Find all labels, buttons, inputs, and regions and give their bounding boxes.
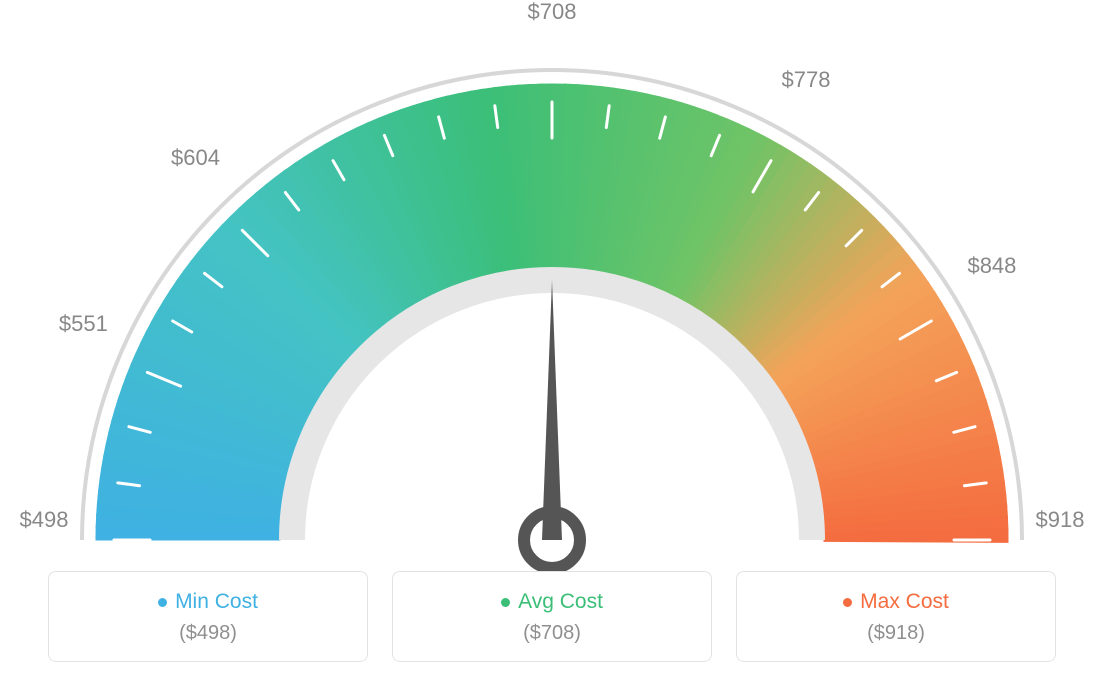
gauge-svg — [0, 20, 1104, 580]
tick-label: $778 — [782, 67, 831, 93]
legend-value-max: ($918) — [737, 622, 1055, 645]
tick-label: $918 — [1036, 507, 1085, 533]
dot-icon-min — [158, 598, 167, 607]
tick-label: $848 — [967, 253, 1016, 279]
legend-title-min: Min Cost — [158, 590, 258, 614]
legend-title-max: Max Cost — [843, 590, 949, 614]
legend-title-avg: Avg Cost — [501, 590, 603, 614]
legend-label-min: Min Cost — [175, 590, 258, 614]
tick-label: $551 — [59, 311, 108, 337]
legend-value-min: ($498) — [49, 622, 367, 645]
tick-label: $498 — [20, 507, 69, 533]
gauge-container: $498 $551 $604 $708 $778 $848 $918 — [0, 0, 1104, 560]
legend-card-max: Max Cost ($918) — [736, 571, 1056, 662]
dot-icon-avg — [501, 598, 510, 607]
tick-label: $708 — [528, 0, 577, 25]
legend-card-min: Min Cost ($498) — [48, 571, 368, 662]
legend-label-max: Max Cost — [860, 590, 949, 614]
dot-icon-max — [843, 598, 852, 607]
legend-label-avg: Avg Cost — [518, 590, 603, 614]
legend-row: Min Cost ($498) Avg Cost ($708) Max Cost… — [0, 571, 1104, 662]
tick-label: $604 — [171, 145, 220, 171]
legend-card-avg: Avg Cost ($708) — [392, 571, 712, 662]
gauge-needle — [542, 280, 562, 540]
legend-value-avg: ($708) — [393, 622, 711, 645]
